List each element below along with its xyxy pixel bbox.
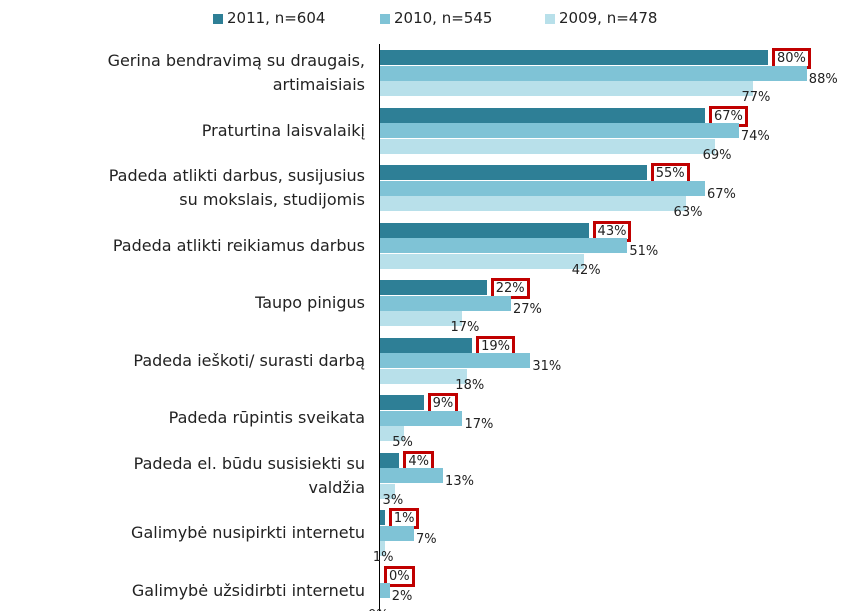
- bar: [380, 395, 424, 410]
- bar: [380, 353, 531, 368]
- value-label: 3%: [382, 492, 404, 508]
- legend-swatch: [545, 14, 555, 24]
- category-label: Galimybė nusipirkti internetu: [131, 523, 365, 543]
- category-label: Padeda atlikti reikiamus darbus: [112, 235, 365, 255]
- value-label: 67%: [706, 186, 736, 202]
- value-label: 88%: [808, 71, 838, 87]
- legend-label: 2011, n=604: [227, 9, 326, 27]
- bar: [380, 50, 768, 65]
- bar: [380, 65, 807, 81]
- legend-label: 2010, n=545: [394, 9, 493, 27]
- legend-swatch: [380, 14, 390, 24]
- value-label: 74%: [740, 129, 770, 144]
- bar: [380, 368, 468, 384]
- value-label: 69%: [702, 147, 732, 163]
- value-label: 63%: [673, 205, 703, 220]
- bar: [380, 510, 385, 525]
- value-label: 18%: [455, 377, 485, 393]
- bar: [380, 81, 754, 96]
- value-label: 7%: [415, 531, 437, 547]
- value-label: 0%: [384, 565, 415, 587]
- bar: [380, 541, 385, 556]
- bar: [380, 583, 390, 598]
- category-label: Padeda el. būdu susisiekti su valdžia: [133, 453, 365, 497]
- bar: [380, 483, 395, 499]
- bar: [380, 253, 584, 269]
- value-label: 17%: [464, 416, 494, 432]
- category-label: Galimybė užsidirbti internetu: [131, 580, 365, 600]
- value-label: 31%: [532, 359, 562, 374]
- bar: [380, 238, 628, 253]
- category-label: Praturtina laisvalaikį: [201, 120, 365, 140]
- value-label: 2%: [391, 589, 413, 604]
- bar: [380, 337, 473, 353]
- value-label: 0%: [368, 608, 389, 611]
- legend-label: 2009, n=478: [559, 9, 658, 27]
- bar: [380, 280, 487, 295]
- bar: [380, 468, 444, 483]
- bar: [380, 295, 511, 311]
- bar: [380, 311, 463, 326]
- bar: [380, 426, 405, 441]
- value-label: 42%: [571, 262, 601, 278]
- legend-swatch: [213, 14, 223, 24]
- value-label: 51%: [629, 244, 659, 259]
- axis-line: [379, 44, 380, 611]
- bar: [380, 222, 589, 238]
- category-label: Gerina bendravimą su draugais, artimaisi…: [107, 51, 365, 95]
- value-label: 17%: [450, 320, 480, 335]
- value-label: 13%: [445, 474, 474, 489]
- bar: [380, 107, 705, 123]
- bar: [380, 196, 686, 211]
- bar: [380, 123, 739, 138]
- bar: [380, 410, 463, 426]
- category-label: Padeda rūpintis sveikata: [168, 408, 365, 428]
- bar: [380, 452, 400, 468]
- value-label: 77%: [741, 90, 771, 105]
- bar: [380, 165, 647, 180]
- bar: [380, 525, 414, 541]
- category-label: Padeda ieškoti/ surasti darbą: [133, 350, 365, 370]
- value-label: 1%: [372, 550, 394, 565]
- value-label: 5%: [392, 435, 413, 450]
- bar: [380, 180, 705, 196]
- bar: [380, 138, 715, 154]
- category-label: Padeda atlikti darbus, susijusius su mok…: [108, 166, 365, 210]
- value-label: 27%: [512, 301, 542, 317]
- category-label: Taupo pinigus: [255, 293, 365, 313]
